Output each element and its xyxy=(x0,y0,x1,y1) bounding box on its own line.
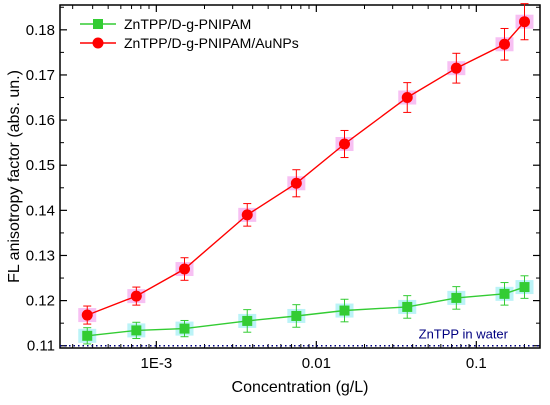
data-point xyxy=(131,325,142,336)
data-point xyxy=(450,62,462,74)
data-point xyxy=(339,305,350,316)
x-tick-label: 0.01 xyxy=(302,355,331,372)
reference-line: ZnTPP in water xyxy=(60,327,540,347)
series-line xyxy=(87,286,525,337)
y-tick-label: 0.18 xyxy=(26,22,55,39)
series-1 xyxy=(78,3,534,325)
data-point xyxy=(241,209,253,221)
plot-border xyxy=(59,4,541,349)
legend-label: ZnTPP/D-g-PNIPAM/AuNPs xyxy=(124,35,299,51)
x-axis-ticks: 1E-3 0.01 0.1 xyxy=(72,5,525,372)
data-point xyxy=(130,290,142,302)
data-point xyxy=(291,310,302,321)
series-0 xyxy=(78,275,534,345)
data-point xyxy=(339,138,351,150)
data-point xyxy=(518,16,530,28)
plot-frame xyxy=(59,4,541,349)
data-point xyxy=(179,323,190,334)
y-tick-label: 0.17 xyxy=(26,67,55,84)
data-point xyxy=(290,177,302,189)
y-tick-label: 0.16 xyxy=(26,112,55,129)
data-point xyxy=(402,301,413,312)
data-point xyxy=(82,330,93,341)
legend: ZnTPP/D-g-PNIPAM ZnTPP/D-g-PNIPAM/AuNPs xyxy=(80,16,299,51)
series-line xyxy=(86,21,526,316)
data-point xyxy=(519,282,530,293)
y-tick-label: 0.12 xyxy=(26,293,55,310)
y-axis-ticks: 0.11 0.12 0.13 0.14 0.15 0.16 0.17 0.18 xyxy=(26,6,540,355)
y-tick-label: 0.11 xyxy=(27,338,55,355)
data-point xyxy=(451,292,462,303)
legend-label: ZnTPP/D-g-PNIPAM xyxy=(124,16,251,32)
data-point xyxy=(242,315,253,326)
x-axis-title: Concentration (g/L) xyxy=(232,379,369,396)
x-tick-label: 0.1 xyxy=(466,355,487,372)
data-point xyxy=(499,288,510,299)
x-tick-label: 1E-3 xyxy=(140,355,172,372)
legend-marker xyxy=(93,19,103,29)
legend-marker xyxy=(92,37,104,49)
y-tick-label: 0.15 xyxy=(26,157,55,174)
y-tick-label: 0.14 xyxy=(26,202,55,219)
series-layer xyxy=(78,3,534,345)
y-tick-label: 0.13 xyxy=(26,247,55,264)
data-point xyxy=(179,263,191,275)
y-axis-title: FL anisotropy factor (abs. un.) xyxy=(6,70,23,283)
data-point xyxy=(499,38,511,50)
reference-line-label: ZnTPP in water xyxy=(419,327,509,342)
data-point xyxy=(81,309,93,321)
data-point xyxy=(401,92,413,104)
